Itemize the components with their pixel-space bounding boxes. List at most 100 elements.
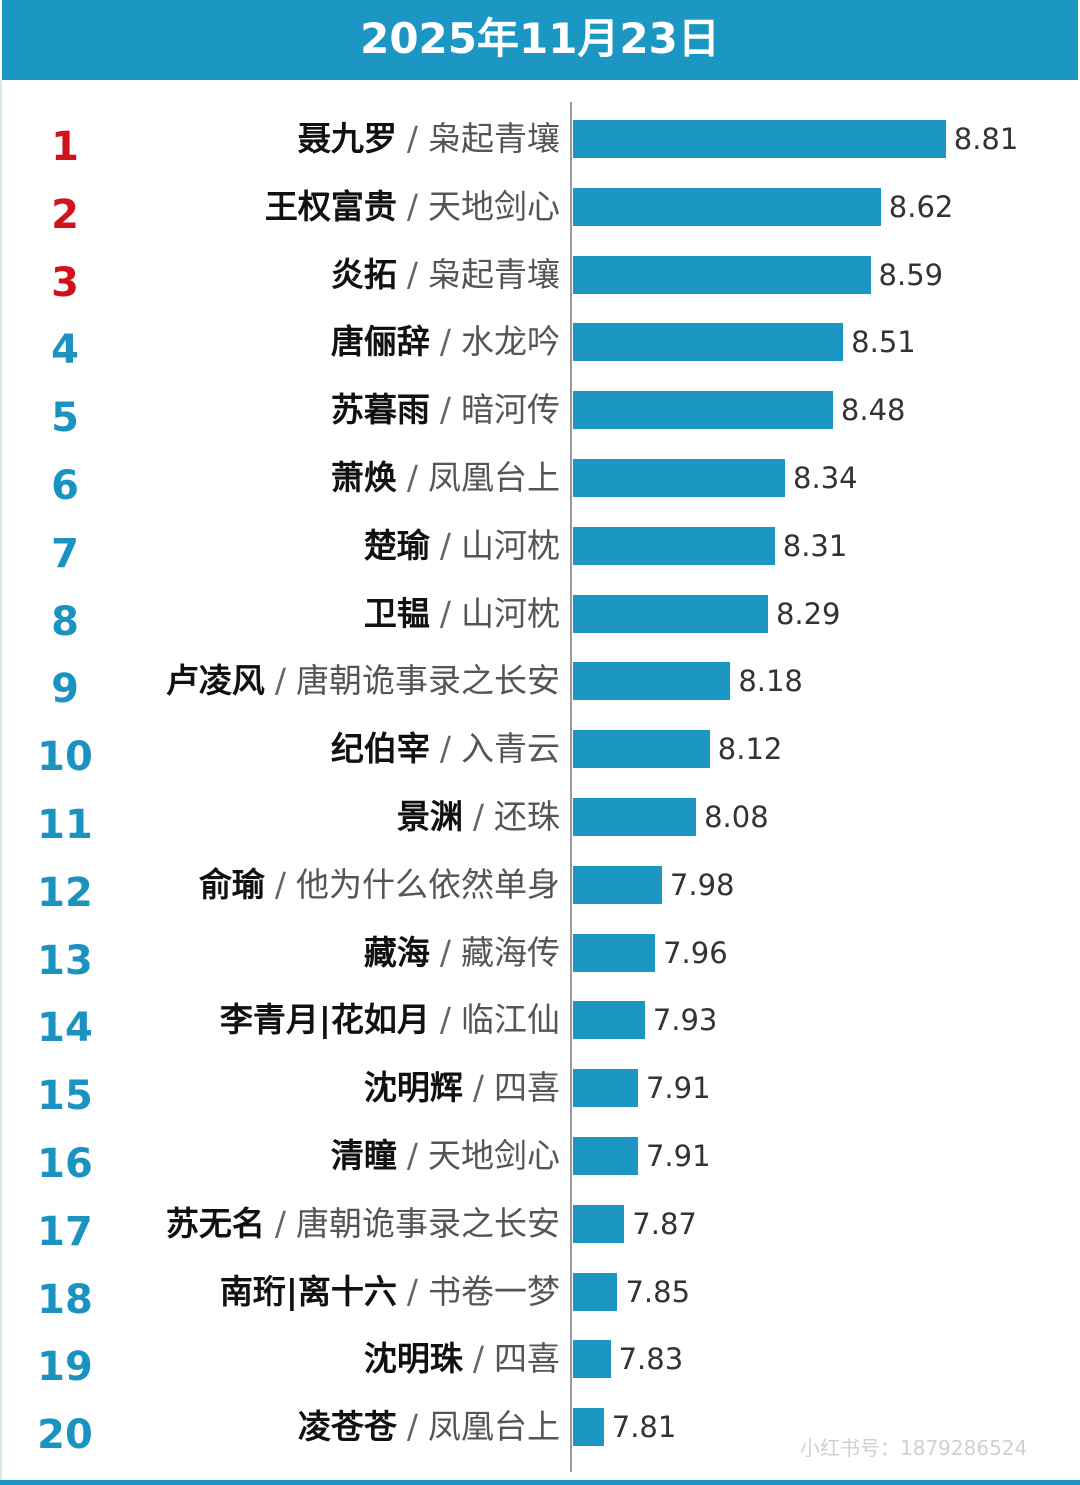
character-name: 卢凌风 [165, 661, 265, 701]
separator: / [439, 593, 451, 633]
category-label: 沈明辉 / 四喜 [364, 1068, 560, 1108]
separator: / [439, 390, 451, 430]
character-name: 沈明辉 [363, 1068, 463, 1108]
data-label: 8.12 [717, 732, 783, 767]
bar [573, 594, 768, 633]
bar [573, 255, 871, 294]
drama-title: 凤凰台上 [428, 458, 560, 497]
category-label: 卫韫 / 山河枕 [364, 594, 560, 634]
bottom-border [0, 1480, 1080, 1485]
separator: / [274, 661, 286, 701]
separator: / [472, 1339, 484, 1379]
character-name: 苏暮雨 [330, 390, 430, 430]
rank-number: 10 [37, 734, 93, 781]
rank-number: 18 [37, 1276, 93, 1323]
category-label: 景渊 / 还珠 [397, 797, 560, 837]
drama-title: 入青云 [461, 729, 560, 769]
y-axis-line [570, 102, 572, 1472]
rank-number: 11 [37, 802, 93, 848]
data-label: 7.83 [618, 1342, 684, 1377]
watermark: 小红书号：1879286524 [800, 1436, 1028, 1460]
bar [573, 1001, 645, 1040]
separator: / [439, 932, 451, 972]
chart-title: 2025年11月23日 [2, 0, 1078, 80]
rank-number: 2 [51, 191, 79, 238]
separator: / [439, 322, 451, 362]
separator: / [406, 1407, 418, 1447]
category-label: 凌苍苍 / 凤凰台上 [298, 1407, 560, 1447]
data-label: 8.34 [793, 461, 858, 495]
rank-number: 19 [37, 1344, 93, 1391]
category-label: 沈明珠 / 四喜 [364, 1339, 560, 1379]
character-name: 南珩|离十六 [219, 1271, 397, 1311]
data-label: 7.85 [625, 1274, 691, 1309]
character-name: 卫韫 [363, 593, 430, 633]
separator: / [406, 458, 418, 497]
separator: / [274, 1203, 286, 1243]
category-label: 藏海 / 藏海传 [364, 933, 560, 973]
bar [573, 798, 697, 836]
drama-title: 枭起青壤 [428, 119, 560, 158]
rank-number: 15 [37, 1073, 93, 1120]
data-label: 8.59 [878, 257, 944, 292]
category-label: 聂九罗 / 枭起青壤 [298, 119, 560, 159]
bar [573, 1069, 638, 1108]
rank-number: 9 [51, 666, 79, 713]
character-name: 李青月|花如月 [219, 1000, 430, 1040]
data-label: 7.91 [645, 1139, 711, 1173]
separator: / [439, 525, 451, 565]
bar [573, 391, 833, 430]
data-label: 7.81 [611, 1410, 677, 1445]
category-label: 卢凌风 / 唐朝诡事录之长安 [166, 661, 560, 701]
drama-title: 书卷一梦 [428, 1271, 560, 1311]
category-label: 苏无名 / 唐朝诡事录之长安 [166, 1204, 560, 1244]
data-label: 8.51 [851, 325, 916, 360]
character-name: 炎拓 [330, 254, 397, 294]
data-label: 8.29 [775, 596, 841, 631]
rank-number: 8 [51, 598, 79, 645]
category-label: 清瞳 / 天地剑心 [331, 1136, 560, 1176]
drama-title: 唐朝诡事录之长安 [296, 1203, 560, 1243]
rank-number: 13 [37, 937, 93, 984]
bar [573, 1340, 611, 1379]
drama-title: 枭起青壤 [428, 254, 560, 294]
rank-number: 1 [51, 124, 79, 170]
rank-number: 20 [37, 1412, 93, 1459]
category-label: 南珩|离十六 / 书卷一梦 [220, 1272, 560, 1312]
bar [573, 865, 662, 904]
separator: / [439, 729, 451, 769]
rank-number: 6 [51, 463, 79, 509]
bar [573, 1204, 625, 1243]
category-label: 唐俪辞 / 水龙吟 [331, 322, 560, 362]
character-name: 聂九罗 [297, 119, 397, 158]
separator: / [406, 1136, 418, 1175]
bar [573, 662, 731, 701]
data-label: 8.62 [888, 189, 954, 224]
category-label: 李青月|花如月 / 临江仙 [220, 1000, 560, 1040]
category-label: 楚瑜 / 山河枕 [364, 526, 560, 566]
separator: / [274, 864, 286, 904]
drama-title: 四喜 [494, 1339, 560, 1379]
bar [573, 187, 881, 226]
data-label: 8.08 [704, 800, 769, 834]
bar [573, 933, 656, 972]
rank-number: 16 [37, 1141, 93, 1187]
character-name: 俞瑜 [198, 864, 265, 904]
data-label: 8.48 [840, 393, 906, 428]
rank-number: 7 [51, 530, 79, 577]
category-label: 纪伯宰 / 入青云 [331, 729, 560, 769]
separator: / [406, 186, 418, 226]
separator: / [439, 1000, 451, 1040]
drama-title: 四喜 [494, 1068, 560, 1108]
bar [573, 1272, 618, 1311]
rank-number: 4 [51, 327, 79, 374]
separator: / [406, 119, 418, 158]
character-name: 景渊 [396, 797, 463, 836]
bar [573, 459, 786, 497]
character-name: 沈明珠 [363, 1339, 463, 1379]
rank-number: 5 [51, 395, 79, 442]
character-name: 凌苍苍 [297, 1407, 397, 1447]
character-name: 萧焕 [330, 458, 397, 497]
category-label: 苏暮雨 / 暗河传 [331, 390, 560, 430]
rank-number: 12 [37, 869, 93, 916]
